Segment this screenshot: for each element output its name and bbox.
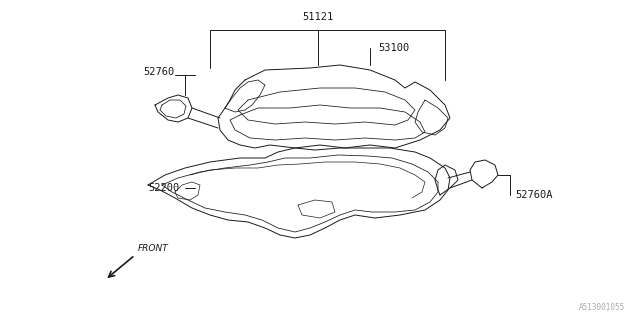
Text: 52760: 52760: [144, 67, 175, 77]
Text: A513001055: A513001055: [579, 303, 625, 312]
Text: FRONT: FRONT: [138, 244, 169, 253]
Text: 52760A: 52760A: [515, 190, 552, 200]
Text: 52200: 52200: [148, 183, 180, 193]
Text: 53100: 53100: [378, 43, 409, 53]
Text: 51121: 51121: [302, 12, 333, 22]
